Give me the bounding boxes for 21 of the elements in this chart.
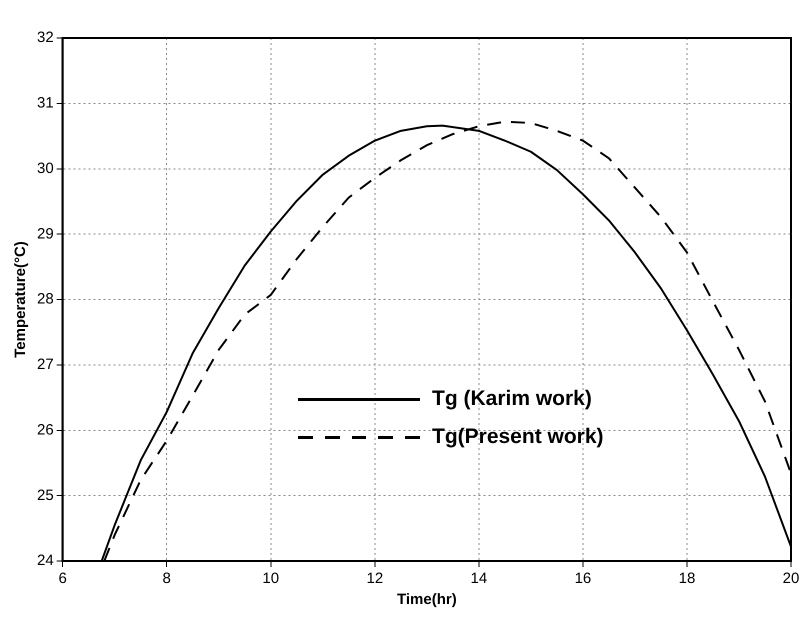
y-tick-label: 25 xyxy=(36,486,54,504)
y-tick-label: 29 xyxy=(36,225,54,242)
x-tick-label: 14 xyxy=(470,570,488,588)
y-tick-label: 32 xyxy=(36,29,54,46)
x-tick-label: 16 xyxy=(574,570,592,588)
y-axis-title: Temperature(°C) xyxy=(12,241,30,358)
legend-label: Tg (Karim work) xyxy=(432,387,592,411)
x-axis-title: Time(hr) xyxy=(396,591,457,608)
y-tick-label: 31 xyxy=(36,94,54,112)
x-tick-label: 8 xyxy=(162,570,171,588)
x-tick-label: 10 xyxy=(262,570,280,588)
x-tick-label: 6 xyxy=(58,570,67,588)
legend-label: Tg(Present work) xyxy=(432,425,604,449)
y-tick-label: 30 xyxy=(36,160,54,177)
y-tick-label: 28 xyxy=(36,290,54,308)
y-tick-label: 24 xyxy=(36,552,54,570)
y-tick-label: 27 xyxy=(36,356,54,374)
y-tick-label: 26 xyxy=(36,421,54,438)
x-tick-label: 12 xyxy=(366,570,384,588)
x-tick-label: 18 xyxy=(678,570,696,588)
x-tick-label: 20 xyxy=(782,570,800,588)
